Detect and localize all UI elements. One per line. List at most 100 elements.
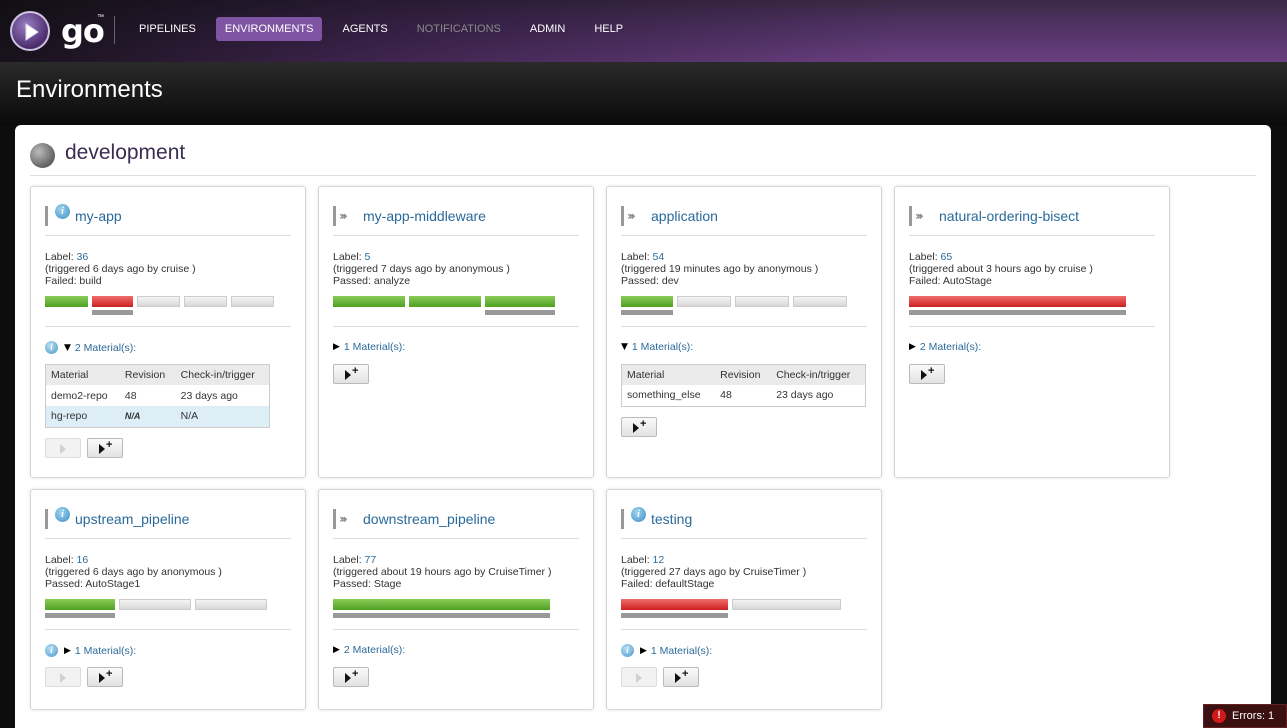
nav-environments[interactable]: ENVIRONMENTS: [215, 17, 323, 41]
globe-icon: [30, 143, 55, 168]
trigger-with-options-button[interactable]: +: [87, 667, 123, 687]
stage-passed[interactable]: [333, 599, 550, 618]
materials-link[interactable]: 1 Material(s):: [343, 341, 406, 353]
pipeline-info-icon[interactable]: i: [45, 507, 73, 529]
label-value[interactable]: 12: [652, 554, 665, 566]
stage-unknown[interactable]: [184, 296, 227, 307]
stage-passed[interactable]: [409, 296, 481, 307]
label-value[interactable]: 77: [364, 554, 377, 566]
divider: [621, 326, 867, 327]
label-prefix: Label:: [621, 251, 650, 263]
info-icon[interactable]: i: [45, 644, 58, 657]
triangle-right-icon[interactable]: ▶: [333, 342, 340, 352]
play-icon: [345, 370, 351, 380]
materials-toggle[interactable]: ▶ 2 Material(s):: [333, 644, 405, 656]
table-row: hg-repo N/A N/A: [45, 406, 270, 427]
play-icon: [636, 673, 642, 683]
stage-unknown[interactable]: [793, 296, 847, 307]
label-prefix: Label:: [45, 554, 74, 566]
trigger-with-options-button[interactable]: +: [621, 417, 657, 437]
top-bar: [0, 0, 1287, 62]
materials-toggle[interactable]: ▶ 2 Material(s):: [909, 341, 981, 353]
pipeline-name[interactable]: downstream_pipeline: [363, 511, 496, 527]
pipeline-name[interactable]: application: [651, 208, 718, 224]
play-button[interactable]: [45, 438, 81, 458]
pipeline-name[interactable]: natural-ordering-bisect: [939, 208, 1080, 224]
materials-link[interactable]: 1 Material(s):: [74, 644, 137, 657]
nav-admin[interactable]: ADMIN: [529, 23, 566, 35]
material-name: hg-repo: [45, 406, 120, 427]
trigger-with-options-button[interactable]: +: [333, 667, 369, 687]
divider: [909, 326, 1155, 327]
nav-pipelines[interactable]: PIPELINES: [139, 23, 196, 35]
materials-link[interactable]: 1 Material(s):: [650, 644, 713, 657]
column-header: Material: [621, 364, 716, 385]
stage-unknown[interactable]: [195, 599, 267, 610]
play-button[interactable]: [45, 667, 81, 687]
stage-unknown[interactable]: [735, 296, 789, 307]
pipeline-name[interactable]: testing: [651, 511, 693, 527]
errors-indicator[interactable]: ! Errors: 1: [1203, 704, 1287, 728]
trigger-with-options-button[interactable]: +: [333, 364, 369, 384]
divider: [333, 235, 579, 236]
status-text: Failed: build: [45, 275, 102, 287]
material-name: demo2-repo: [51, 389, 108, 402]
info-icon[interactable]: i: [45, 341, 58, 354]
stage-passed[interactable]: [485, 296, 555, 315]
pipeline-info: Label: 77 (triggered about 19 hours ago …: [333, 554, 551, 590]
label-value[interactable]: 16: [76, 554, 89, 566]
label-value[interactable]: 5: [364, 251, 371, 263]
materials-toggle[interactable]: ▼ 1 Material(s):: [621, 341, 693, 353]
pipeline-icon: ›››: [909, 206, 937, 226]
pipeline-info-icon[interactable]: i: [45, 204, 73, 226]
materials-link[interactable]: 1 Material(s):: [631, 341, 694, 353]
plus-icon: +: [106, 668, 113, 680]
stage-passed[interactable]: [621, 296, 673, 315]
label-value[interactable]: 36: [76, 251, 89, 263]
info-icon[interactable]: i: [621, 644, 634, 657]
trigger-with-options-button[interactable]: +: [909, 364, 945, 384]
triangle-right-icon[interactable]: ▶: [64, 645, 71, 656]
divider: [909, 235, 1155, 236]
stage-passed[interactable]: [333, 296, 405, 307]
materials-toggle[interactable]: i ▶ 1 Material(s):: [621, 644, 712, 657]
play-icon: [345, 673, 351, 683]
materials-link[interactable]: 2 Material(s):: [74, 341, 137, 354]
materials-toggle[interactable]: i ▼ 2 Material(s):: [45, 341, 136, 354]
nav-notifications[interactable]: NOTIFICATIONS: [416, 23, 501, 35]
triangle-down-icon[interactable]: ▼: [621, 342, 628, 352]
trigger-with-options-button[interactable]: +: [663, 667, 699, 687]
stage-passed[interactable]: [45, 296, 88, 307]
trigger-with-options-button[interactable]: +: [87, 438, 123, 458]
pipeline-info-icon[interactable]: i: [621, 507, 649, 529]
label-value[interactable]: 65: [940, 251, 953, 263]
pipeline-name[interactable]: upstream_pipeline: [75, 511, 190, 527]
label-value[interactable]: 54: [652, 251, 665, 263]
go-logo-icon[interactable]: [10, 11, 50, 51]
materials-link[interactable]: 2 Material(s):: [343, 644, 406, 656]
stage-passed[interactable]: [45, 599, 115, 618]
nav-help[interactable]: HELP: [594, 23, 624, 35]
title-band: [0, 62, 1287, 125]
pipeline-actions: +: [333, 364, 375, 384]
material-checkin: 23 days ago: [180, 389, 238, 402]
play-button[interactable]: [621, 667, 657, 687]
stage-unknown[interactable]: [732, 599, 841, 610]
stage-unknown[interactable]: [677, 296, 731, 307]
materials-toggle[interactable]: i ▶ 1 Material(s):: [45, 644, 136, 657]
triangle-right-icon[interactable]: ▶: [333, 645, 340, 655]
nav-agents[interactable]: AGENTS: [342, 23, 388, 35]
stage-unknown[interactable]: [137, 296, 180, 307]
pipeline-name[interactable]: my-app: [75, 208, 122, 224]
materials-toggle[interactable]: ▶ 1 Material(s):: [333, 341, 405, 353]
stage-failed[interactable]: [909, 296, 1126, 315]
materials-link[interactable]: 2 Material(s):: [919, 341, 982, 353]
triangle-right-icon[interactable]: ▶: [909, 342, 916, 352]
stage-unknown[interactable]: [119, 599, 191, 610]
pipeline-name[interactable]: my-app-middleware: [363, 208, 486, 224]
stage-failed[interactable]: [92, 296, 133, 315]
stage-unknown[interactable]: [231, 296, 274, 307]
triangle-down-icon[interactable]: ▼: [64, 342, 71, 353]
triangle-right-icon[interactable]: ▶: [640, 645, 647, 656]
stage-failed[interactable]: [621, 599, 728, 618]
